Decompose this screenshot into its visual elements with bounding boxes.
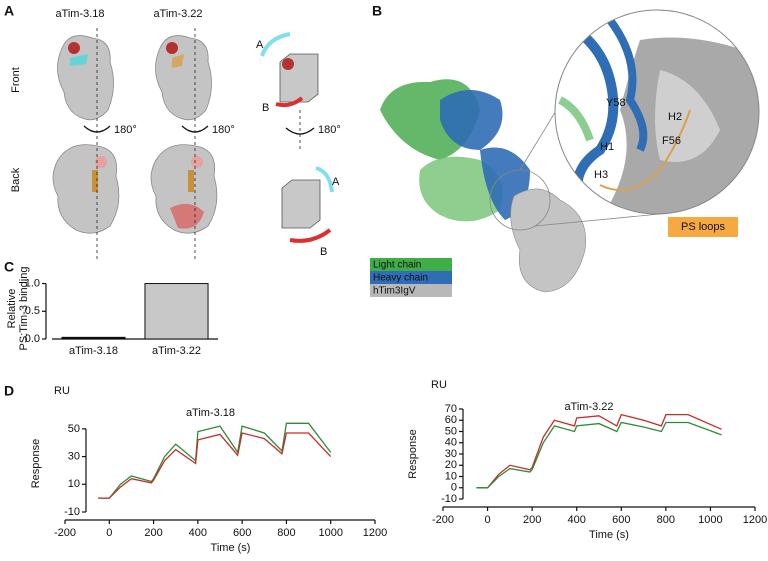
y-tick-label: 0.5 xyxy=(25,305,40,317)
cube-label: B xyxy=(262,102,269,114)
rotation-label: 180° xyxy=(114,124,137,136)
x-tick-label: -200 xyxy=(54,527,76,539)
residue-label: H2 xyxy=(668,111,682,123)
column-title: aTim-3.22 xyxy=(153,8,202,20)
x-tick-label: 600 xyxy=(233,527,251,539)
panel-label: A xyxy=(4,3,14,19)
y-axis-label: PS:Tim-3 binding xyxy=(18,267,30,351)
x-tick-label: aTim-3.18 xyxy=(69,345,118,357)
residue-label: Y58 xyxy=(606,97,626,109)
x-tick-label: 200 xyxy=(523,514,541,526)
residue-label: F56 xyxy=(662,135,681,147)
y-tick-label: 30 xyxy=(68,450,80,462)
y-tick-label: 60 xyxy=(445,414,457,426)
x-axis-label: Time (s) xyxy=(589,529,629,541)
x-tick-label: 200 xyxy=(144,527,162,539)
bar xyxy=(61,336,126,340)
x-tick-label: 400 xyxy=(189,527,207,539)
y-tick-label: 30 xyxy=(445,448,457,460)
y-tick-label: 1.0 xyxy=(25,277,40,289)
bar xyxy=(144,283,209,340)
x-tick-label: 400 xyxy=(568,514,586,526)
x-tick-label: 1200 xyxy=(743,514,767,526)
chart-title: aTim-3.22 xyxy=(564,401,613,413)
callout-label: PS loops xyxy=(681,221,726,233)
cube-label: A xyxy=(332,176,340,188)
legend-swatch xyxy=(370,271,452,284)
column-title: aTim-3.18 xyxy=(55,8,104,20)
legend-swatch xyxy=(370,284,452,297)
legend-label: Light chain xyxy=(373,260,421,271)
y-unit-label: RU xyxy=(431,379,447,391)
row-label: Front xyxy=(10,67,22,93)
x-axis-label: Time (s) xyxy=(211,542,251,554)
y-tick-label: 40 xyxy=(445,437,457,449)
data-line xyxy=(476,421,722,489)
cube-label: B xyxy=(320,246,327,258)
residue-label: H1 xyxy=(600,141,614,153)
y-tick-label: -10 xyxy=(64,506,80,518)
row-label: Back xyxy=(10,167,22,192)
data-line xyxy=(476,413,722,489)
x-tick-label: 1000 xyxy=(698,514,722,526)
x-tick-label: aTim-3.22 xyxy=(152,345,201,357)
data-line xyxy=(98,432,332,499)
x-tick-label: 0 xyxy=(106,527,112,539)
y-axis-label: Response xyxy=(30,439,42,489)
y-tick-label: 20 xyxy=(445,459,457,471)
y-tick-label: 0 xyxy=(451,482,457,494)
data-line xyxy=(98,422,332,499)
panel-label: C xyxy=(4,259,14,275)
x-tick-label: 800 xyxy=(657,514,675,526)
x-tick-label: 800 xyxy=(277,527,295,539)
y-tick-label: 0.0 xyxy=(25,333,40,345)
y-tick-label: 50 xyxy=(445,425,457,437)
legend: Light chain Heavy chain hTim3IgV xyxy=(370,258,452,297)
panel-a: aTim-3.18 aTim-3.22 Front Back 180° 180°… xyxy=(10,8,341,262)
y-axis-label: Relative xyxy=(6,289,18,329)
x-tick-label: 1000 xyxy=(318,527,342,539)
rotation-label: 180° xyxy=(318,124,341,136)
y-unit-label: RU xyxy=(54,385,70,397)
x-tick-label: 1200 xyxy=(363,527,387,539)
callout-box xyxy=(668,217,738,237)
panel-b: Y58 H2 H1 F56 H3 PS loops Light chain Hea… xyxy=(370,9,760,297)
chart-title: aTim-3.18 xyxy=(186,407,235,419)
panel-label: B xyxy=(372,3,382,19)
legend-label: hTim3IgV xyxy=(373,286,416,297)
y-axis-label: Response xyxy=(407,429,419,479)
x-tick-label: 600 xyxy=(612,514,630,526)
legend-label: Heavy chain xyxy=(373,273,428,284)
panel-label: D xyxy=(4,383,14,399)
legend-swatch xyxy=(370,258,452,271)
y-tick-label: 10 xyxy=(445,470,457,482)
y-tick-label: 50 xyxy=(68,423,80,435)
x-tick-label: -200 xyxy=(432,514,454,526)
rotation-label: 180° xyxy=(212,124,235,136)
cube-label: A xyxy=(256,39,264,51)
y-tick-label: 70 xyxy=(445,403,457,415)
residue-label: H3 xyxy=(594,169,608,181)
y-tick-label: -10 xyxy=(441,493,457,505)
x-tick-label: 0 xyxy=(485,514,491,526)
y-tick-label: 10 xyxy=(68,478,80,490)
